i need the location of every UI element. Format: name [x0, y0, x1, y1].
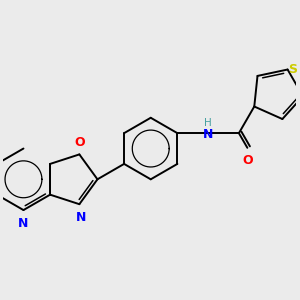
Text: O: O — [242, 154, 253, 167]
Text: S: S — [288, 63, 297, 76]
Text: N: N — [203, 128, 213, 141]
Text: H: H — [204, 118, 212, 128]
Text: O: O — [74, 136, 85, 148]
Text: N: N — [18, 217, 29, 230]
Text: N: N — [76, 211, 86, 224]
